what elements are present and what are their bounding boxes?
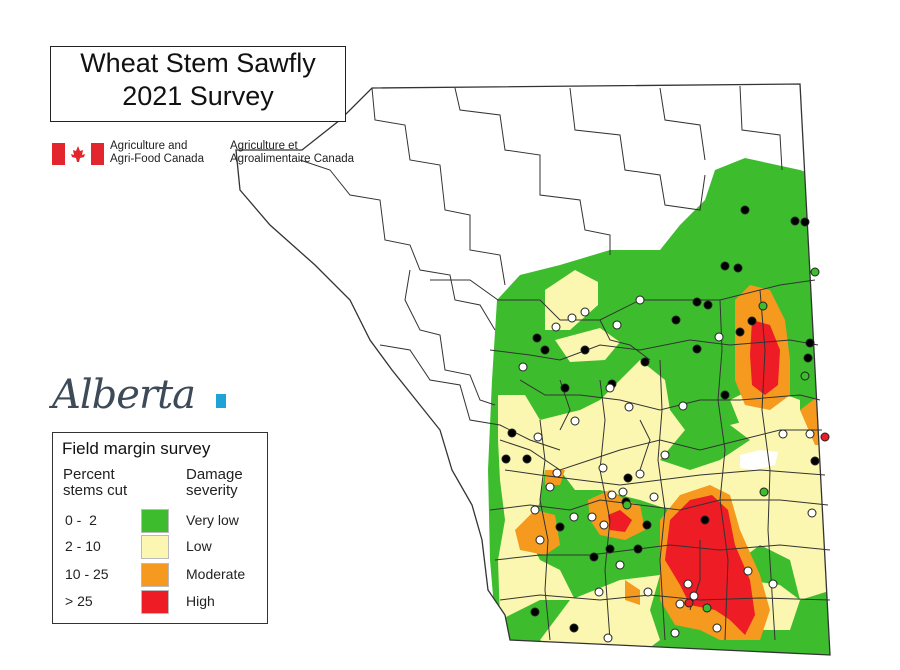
legend-range: 10 - 25	[65, 566, 109, 582]
legend-label: Moderate	[186, 566, 246, 582]
aafc-en-line-1: Agriculture and	[110, 140, 188, 152]
alberta-blue-mark-icon	[216, 394, 226, 408]
boundaries	[235, 83, 831, 656]
aafc-logo: Agriculture and Agri-Food Canada Agricul…	[52, 140, 382, 170]
aafc-english: Agriculture and Agri-Food Canada	[110, 140, 204, 166]
aafc-en-line-2: Agri-Food Canada	[110, 153, 204, 165]
legend-label: High	[186, 593, 215, 609]
aafc-fr-line-1: Agriculture et	[230, 140, 298, 152]
legend-range: 2 - 10	[65, 538, 101, 554]
legend: Field margin survey Percent stems cut Da…	[52, 432, 268, 624]
title-line-1: Wheat Stem Sawfly	[80, 48, 316, 78]
legend-col1-line2: stems cut	[63, 482, 128, 499]
survey-zones	[488, 158, 830, 655]
legend-range: 0 - 2	[65, 512, 97, 528]
legend-item-high: > 25 High	[53, 590, 267, 614]
alberta-logo: Alberta	[50, 372, 240, 424]
title-line-2: 2021 Survey	[122, 81, 274, 111]
province-outline	[235, 83, 831, 656]
canada-flag-icon	[52, 143, 104, 165]
legend-swatch	[141, 535, 169, 559]
legend-label: Very low	[186, 512, 239, 528]
sites-sawfly-present	[501, 205, 820, 633]
legend-swatch	[141, 563, 169, 587]
aafc-french: Agriculture et Agroalimentaire Canada	[230, 140, 354, 166]
legend-title: Field margin survey	[62, 439, 211, 458]
legend-label: Low	[186, 538, 212, 554]
aafc-fr-line-2: Agroalimentaire Canada	[230, 153, 355, 165]
legend-col1-line1: Percent	[63, 466, 115, 483]
legend-item-very-low: 0 - 2 Very low	[53, 509, 267, 533]
legend-swatch	[141, 509, 169, 533]
sites-sawfly-absent	[518, 295, 817, 643]
legend-col2-line2: severity	[186, 482, 238, 499]
legend-item-moderate: 10 - 25 Moderate	[53, 563, 267, 587]
survey-sites	[501, 205, 830, 643]
alberta-wordmark: Alberta	[52, 372, 196, 418]
legend-item-low: 2 - 10 Low	[53, 535, 267, 559]
legend-swatch	[141, 590, 169, 614]
legend-col2-line1: Damage	[186, 466, 243, 483]
sites-red-outline	[684, 432, 830, 608]
map-title: Wheat Stem Sawfly 2021 Survey	[50, 46, 346, 122]
legend-range: > 25	[65, 593, 93, 609]
sites-green-outline	[622, 267, 820, 613]
